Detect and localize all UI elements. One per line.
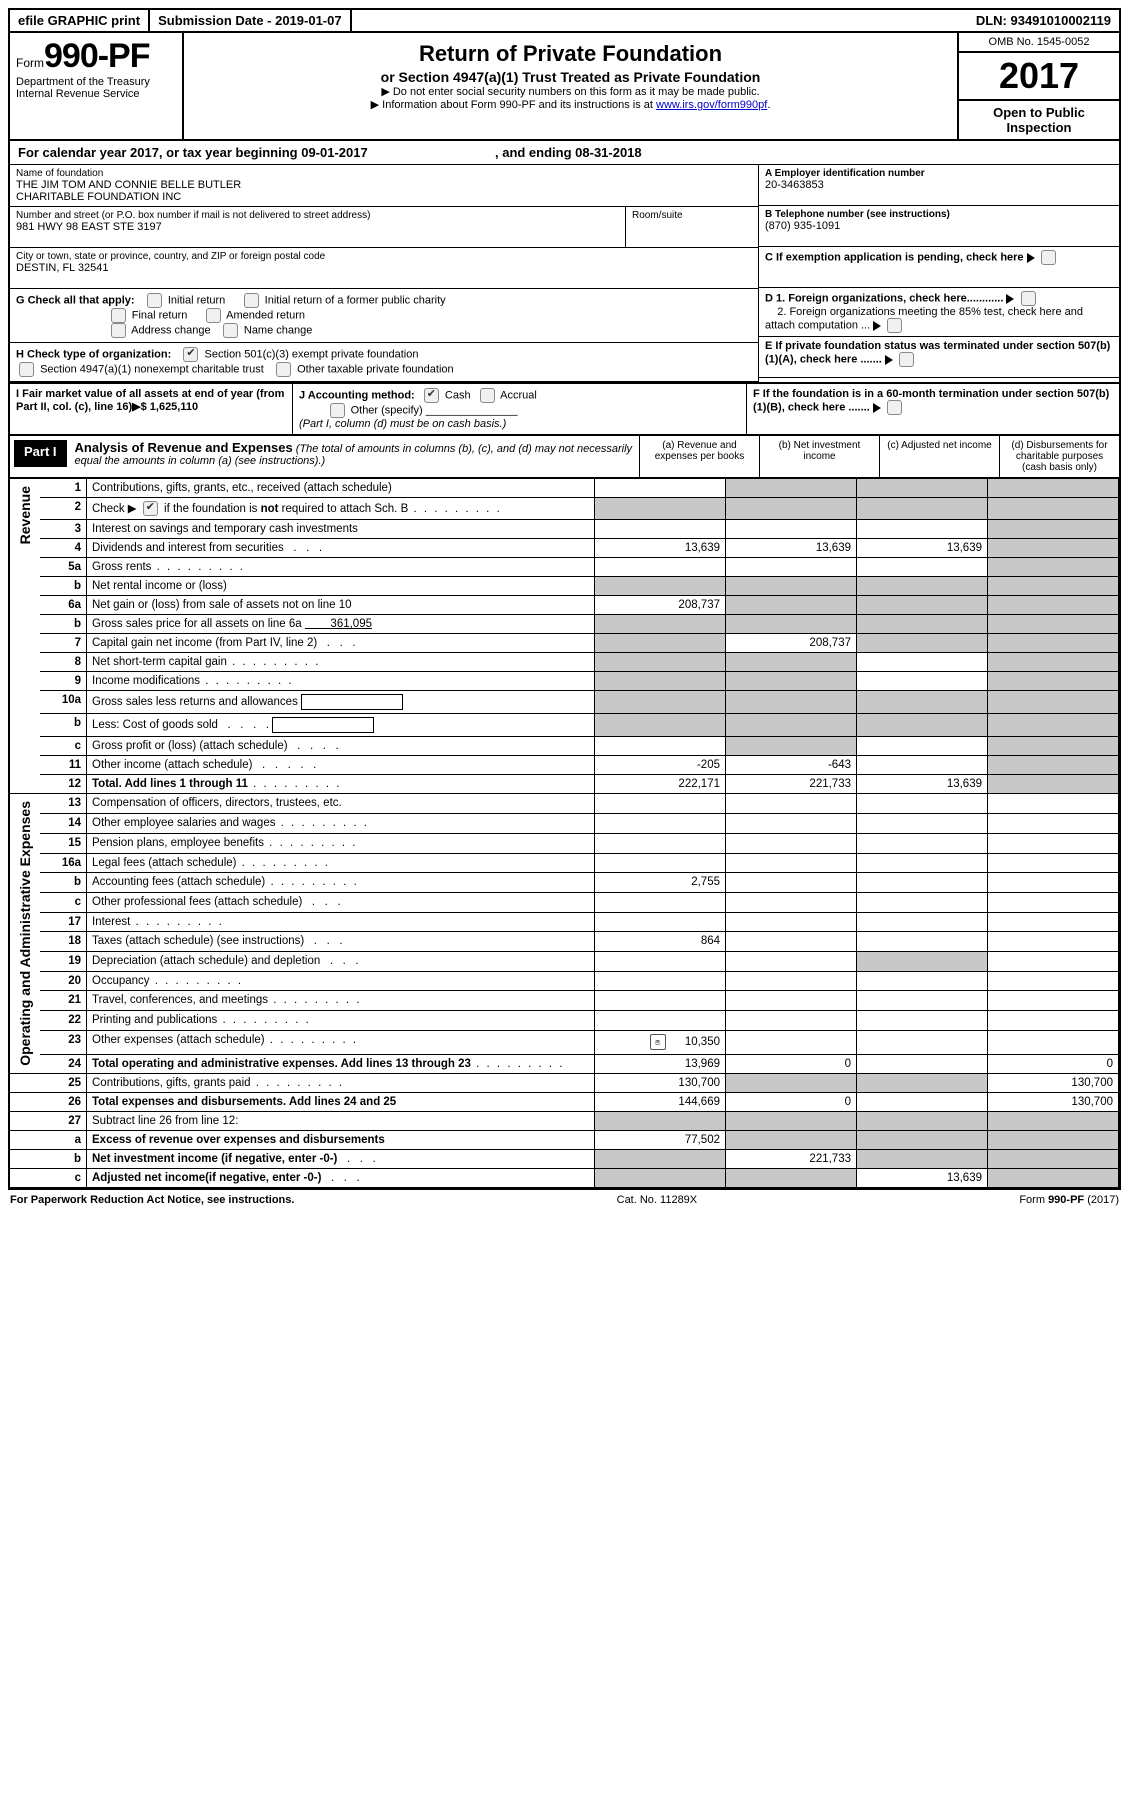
c-label: C If exemption application is pending, c… (765, 251, 1024, 263)
part1-badge: Part I (14, 440, 67, 467)
foundation-name-1: THE JIM TOM AND CONNIE BELLE BUTLER (16, 179, 752, 191)
section-g: G Check all that apply: Initial return I… (10, 289, 758, 343)
name-label: Name of foundation (16, 168, 752, 179)
footer-left: For Paperwork Reduction Act Notice, see … (10, 1194, 294, 1206)
d1-label: D 1. Foreign organizations, check here..… (765, 292, 1003, 304)
irs-label: Internal Revenue Service (16, 88, 176, 100)
ijf-row: I Fair market value of all assets at end… (10, 384, 1119, 436)
chk-f[interactable] (887, 400, 902, 415)
omb-number: OMB No. 1545-0052 (959, 33, 1119, 53)
h-label: H Check type of organization: (16, 348, 171, 360)
foundation-name-2: CHARITABLE FOUNDATION INC (16, 191, 752, 203)
col-b-header: (b) Net investment income (759, 436, 879, 477)
chk-e[interactable] (899, 352, 914, 367)
street-value: 981 HWY 98 EAST STE 3197 (16, 221, 619, 233)
dln: DLN: 93491010002119 (352, 10, 1119, 31)
chk-other-tax[interactable] (276, 362, 291, 377)
chk-other-method[interactable] (330, 403, 345, 418)
city-value: DESTIN, FL 32541 (16, 262, 752, 274)
cal-year-begin: For calendar year 2017, or tax year begi… (18, 145, 368, 160)
chk-amended[interactable] (206, 308, 221, 323)
instr-2a: ▶ Information about Form 990-PF and its … (371, 99, 656, 111)
chk-c[interactable] (1041, 250, 1056, 265)
street-label: Number and street (or P.O. box number if… (16, 210, 619, 221)
revenue-label: Revenue (15, 482, 35, 548)
chk-schb[interactable] (143, 501, 158, 516)
chk-initial[interactable] (147, 293, 162, 308)
open-to-public: Open to Public Inspection (959, 101, 1119, 139)
tax-year: 2017 (959, 53, 1119, 101)
j-note: (Part I, column (d) must be on cash basi… (299, 418, 506, 430)
i-label: I Fair market value of all assets at end… (16, 388, 284, 413)
form-prefix: Form (16, 56, 44, 70)
submission-date: Submission Date - 2019-01-07 (150, 10, 352, 31)
b-label: B Telephone number (see instructions) (765, 209, 950, 220)
section-h: H Check type of organization: Section 50… (10, 343, 758, 382)
expenses-label: Operating and Administrative Expenses (15, 797, 35, 1070)
chk-name[interactable] (223, 323, 238, 338)
chk-cash[interactable] (424, 388, 439, 403)
arrow-icon (873, 321, 881, 331)
form-container: efile GRAPHIC print Submission Date - 20… (8, 8, 1121, 1190)
arrow-icon (873, 403, 881, 413)
chk-accrual[interactable] (480, 388, 495, 403)
city-label: City or town, state or province, country… (16, 251, 752, 262)
f-label: F If the foundation is in a 60-month ter… (753, 388, 1109, 413)
chk-501c3[interactable] (183, 347, 198, 362)
header-left: Form990-PF Department of the Treasury In… (10, 33, 184, 139)
part1-table: Revenue 1 Contributions, gifts, grants, … (10, 478, 1119, 1188)
chk-d1[interactable] (1021, 291, 1036, 306)
col-c-header: (c) Adjusted net income (879, 436, 999, 477)
chk-initial-former[interactable] (244, 293, 259, 308)
header-center: Return of Private Foundation or Section … (184, 33, 957, 139)
arrow-icon (1027, 253, 1035, 263)
form-subtitle: or Section 4947(a)(1) Trust Treated as P… (190, 69, 951, 85)
part1-header: Part I Analysis of Revenue and Expenses … (10, 436, 1119, 478)
j-label: J Accounting method: (299, 389, 415, 401)
a-label: A Employer identification number (765, 168, 925, 179)
chk-final[interactable] (111, 308, 126, 323)
e-label: E If private foundation status was termi… (765, 340, 1110, 365)
dept-label: Department of the Treasury (16, 76, 176, 88)
instr-1: ▶ Do not enter social security numbers o… (190, 85, 951, 98)
ein-value: 20-3463853 (765, 179, 1113, 191)
col-d-header: (d) Disbursements for charitable purpose… (999, 436, 1119, 477)
attachment-icon[interactable]: ෧ (650, 1034, 666, 1050)
form-number: 990-PF (44, 37, 150, 75)
chk-d2[interactable] (887, 318, 902, 333)
page-footer: For Paperwork Reduction Act Notice, see … (8, 1190, 1121, 1206)
footer-center: Cat. No. 11289X (617, 1194, 698, 1206)
cal-year-end: , and ending 08-31-2018 (495, 145, 642, 160)
top-bar: efile GRAPHIC print Submission Date - 20… (10, 10, 1119, 33)
arrow-icon (1006, 294, 1014, 304)
calendar-year-row: For calendar year 2017, or tax year begi… (10, 141, 1119, 165)
room-label: Room/suite (632, 210, 752, 221)
chk-4947[interactable] (19, 362, 34, 377)
chk-address[interactable] (111, 323, 126, 338)
col-a-header: (a) Revenue and expenses per books (639, 436, 759, 477)
arrow-icon (885, 355, 893, 365)
d2-label: 2. Foreign organizations meeting the 85%… (765, 306, 1083, 331)
instructions-link[interactable]: www.irs.gov/form990pf (656, 99, 767, 111)
form-header: Form990-PF Department of the Treasury In… (10, 33, 1119, 141)
phone-value: (870) 935-1091 (765, 220, 1113, 232)
efile-label: efile GRAPHIC print (10, 10, 150, 31)
info-grid: Name of foundation THE JIM TOM AND CONNI… (10, 165, 1119, 384)
g-label: G Check all that apply: (16, 294, 135, 306)
header-right: OMB No. 1545-0052 2017 Open to Public In… (957, 33, 1119, 139)
part1-title: Analysis of Revenue and Expenses (75, 440, 293, 455)
form-title: Return of Private Foundation (190, 41, 951, 67)
